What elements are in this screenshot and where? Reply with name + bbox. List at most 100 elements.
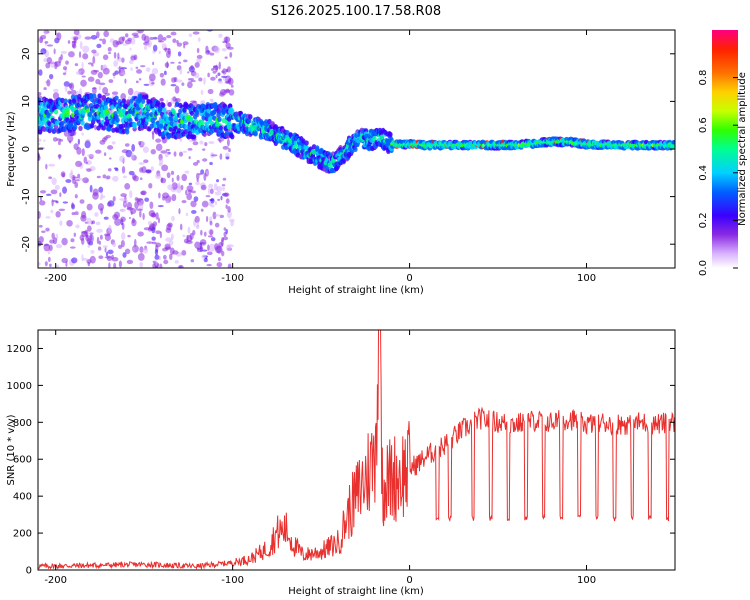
heatmap-cell — [103, 152, 107, 157]
heatmap-cell — [248, 114, 253, 120]
heatmap-cell — [152, 61, 155, 66]
heatmap-cell — [121, 72, 126, 75]
heatmap-cell — [62, 186, 67, 194]
heatmap-cell — [53, 88, 59, 93]
heatmap-cell — [144, 197, 150, 202]
heatmap-cell — [157, 34, 164, 42]
heatmap-cell — [52, 137, 58, 142]
heatmap-cell — [193, 196, 199, 202]
heatmap-cell — [161, 102, 166, 108]
heatmap-cell — [159, 97, 164, 102]
heatmap-cell — [217, 80, 223, 84]
heatmap-cell — [188, 182, 193, 186]
heatmap-cell — [124, 129, 130, 135]
heatmap-cell — [216, 245, 223, 254]
heatmap-cell — [177, 51, 182, 57]
heatmap-cell — [202, 148, 206, 151]
colorbar-tick-label: 0.8 — [698, 70, 709, 86]
heatmap-cell — [190, 200, 197, 208]
heatmap-cell — [181, 200, 187, 204]
heatmap-cell — [161, 164, 169, 172]
heatmap-cell — [145, 169, 152, 173]
spectrogram-heatmap — [38, 30, 675, 268]
heatmap-cell — [191, 134, 197, 140]
heatmap-cell — [72, 124, 78, 130]
heatmap-cell — [113, 51, 117, 59]
heatmap-cell — [126, 259, 134, 265]
heatmap-cell — [87, 112, 93, 118]
heatmap-cell — [201, 254, 207, 259]
heatmap-cell — [158, 118, 164, 124]
heatmap-cell — [196, 247, 200, 250]
heatmap-cell — [204, 231, 207, 237]
heatmap-cell — [155, 212, 159, 220]
heatmap-cell — [64, 85, 68, 92]
heatmap-cell — [80, 120, 85, 126]
heatmap-cell — [52, 199, 58, 203]
heatmap-cell — [86, 203, 93, 211]
heatmap-cell — [171, 177, 174, 183]
heatmap-cell — [54, 61, 61, 67]
heatmap-cell — [195, 172, 200, 180]
heatmap-cell — [99, 38, 103, 41]
heatmap-cell — [68, 51, 75, 58]
heatmap-cell — [187, 81, 193, 89]
heatmap-cell — [200, 229, 203, 236]
heatmap-cell — [44, 41, 49, 44]
heatmap-cell — [45, 163, 48, 170]
heatmap-cell — [128, 117, 133, 124]
y-tick-label: 0 — [26, 566, 32, 577]
heatmap-cell — [206, 215, 209, 223]
heatmap-cell — [198, 77, 203, 82]
heatmap-cell — [79, 199, 85, 204]
heatmap-cell — [196, 47, 200, 54]
x-tick-label: 100 — [577, 273, 596, 284]
heatmap-cell — [175, 97, 181, 103]
heatmap-cell — [38, 138, 42, 142]
heatmap-cell — [210, 197, 215, 204]
heatmap-cell — [190, 65, 194, 70]
heatmap-cell — [140, 141, 146, 147]
heatmap-cell — [226, 46, 234, 50]
heatmap-cell — [176, 174, 180, 182]
heatmap-cell — [81, 254, 84, 262]
heatmap-cell — [157, 131, 163, 137]
heatmap-cell — [264, 119, 269, 125]
heatmap-cell — [196, 159, 200, 164]
heatmap-cell — [52, 92, 60, 100]
heatmap-cell — [86, 217, 92, 225]
heatmap-cell — [208, 141, 215, 145]
heatmap-cell — [92, 55, 96, 64]
heatmap-cell — [179, 265, 182, 268]
heatmap-cell — [136, 69, 142, 74]
heatmap-cell — [74, 194, 78, 199]
heatmap-cell — [162, 254, 167, 260]
heatmap-cell — [141, 166, 147, 174]
heatmap-cell — [52, 237, 58, 245]
heatmap-cell — [157, 205, 164, 208]
heatmap-cell — [48, 176, 53, 180]
heatmap-cell — [178, 208, 181, 215]
heatmap-cell — [210, 154, 218, 157]
heatmap-cell — [159, 72, 165, 78]
heatmap-cell — [158, 50, 161, 55]
heatmap-cell — [106, 201, 112, 207]
heatmap-cell — [67, 90, 72, 95]
heatmap-cell — [192, 31, 200, 35]
heatmap-cell — [71, 98, 77, 104]
heatmap-cell — [196, 58, 202, 64]
heatmap-cell — [155, 260, 158, 266]
spectrogram-ylabel: Frequency (Hz) — [6, 111, 17, 187]
heatmap-cell — [130, 37, 136, 45]
y-tick-label: 10 — [21, 95, 32, 108]
heatmap-cell — [187, 71, 190, 74]
heatmap-cell — [144, 94, 149, 100]
heatmap-cell — [146, 241, 154, 244]
heatmap-cell — [39, 37, 44, 44]
heatmap-cell — [311, 149, 317, 155]
heatmap-cell — [128, 170, 135, 176]
heatmap-cell — [170, 233, 174, 241]
heatmap-cell — [97, 93, 102, 99]
heatmap-cell — [38, 142, 41, 146]
snr-ylabel: SNR (10 * v/v) — [6, 414, 17, 485]
